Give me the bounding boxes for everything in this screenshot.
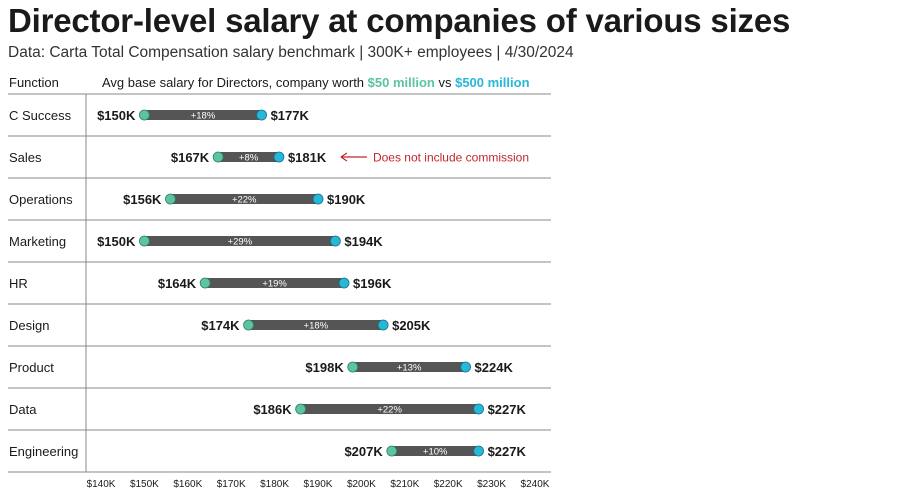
x-tick-label: $150K	[130, 479, 159, 489]
function-label: Data	[9, 402, 37, 417]
high-value-label: $177K	[271, 108, 310, 123]
high-value-label: $224K	[475, 360, 514, 375]
low-value-label: $167K	[171, 150, 210, 165]
high-value-label: $194K	[344, 234, 383, 249]
low-value-label: $150K	[97, 108, 136, 123]
low-point	[165, 193, 176, 205]
high-point	[473, 445, 484, 457]
high-value-label: $205K	[392, 318, 431, 333]
low-value-label: $186K	[253, 402, 292, 417]
annotation-text: Does not include commission	[373, 151, 529, 165]
dumbbell-bar	[218, 152, 279, 162]
function-label: C Success	[9, 108, 72, 123]
low-value-label: $174K	[201, 318, 240, 333]
change-label: +29%	[228, 237, 253, 248]
x-tick-label: $170K	[217, 479, 246, 489]
x-tick-label: $230K	[477, 479, 506, 489]
dumbbell-bar	[170, 194, 318, 204]
low-point	[243, 319, 254, 331]
high-point	[312, 193, 324, 205]
high-value-label: $190K	[327, 192, 366, 207]
low-value-label: $164K	[158, 276, 197, 291]
low-value-label: $207K	[344, 444, 383, 459]
legend-prefix: Avg base salary for Directors, company w…	[102, 75, 368, 90]
change-label: +22%	[232, 195, 257, 206]
high-value-label: $196K	[353, 276, 392, 291]
high-value-label: $181K	[288, 150, 327, 165]
low-value-label: $156K	[123, 192, 162, 207]
dumbbell-bar	[300, 404, 479, 414]
x-tick-label: $200K	[347, 479, 376, 489]
high-point	[338, 277, 350, 289]
annotation-arrow-head	[340, 152, 348, 162]
low-point	[199, 277, 211, 289]
low-point	[295, 403, 307, 415]
change-label: +8%	[239, 153, 259, 164]
x-tick-label: $160K	[173, 479, 202, 489]
x-tick-label: $240K	[521, 479, 550, 489]
x-tick-label: $180K	[260, 479, 289, 489]
change-label: +19%	[262, 279, 287, 290]
chart-subtitle: Data: Carta Total Compensation salary be…	[8, 44, 574, 61]
x-tick-label: $210K	[390, 479, 419, 489]
legend-series-a: $50 million	[368, 75, 435, 90]
change-label: +10%	[423, 447, 448, 458]
dumbbell-bar	[248, 320, 384, 330]
dumbbell-bar	[144, 110, 262, 120]
high-point	[256, 109, 267, 121]
dumbbell-bar	[144, 236, 336, 246]
low-point	[347, 361, 359, 373]
x-tick-label: $140K	[87, 479, 116, 489]
chart-title: Director-level salary at companies of va…	[8, 2, 791, 39]
dumbbell-bar	[352, 362, 466, 372]
high-point	[473, 403, 484, 415]
high-point	[377, 319, 389, 331]
low-point	[138, 109, 150, 121]
high-value-label: $227K	[488, 402, 527, 417]
change-label: +18%	[191, 111, 216, 122]
low-value-label: $198K	[305, 360, 344, 375]
function-label: Marketing	[9, 234, 66, 249]
legend-middle: vs	[435, 75, 455, 90]
high-value-label: $227K	[488, 444, 527, 459]
function-label: Design	[9, 318, 49, 333]
function-label: HR	[9, 276, 28, 291]
high-point	[329, 235, 341, 247]
low-point	[212, 151, 224, 163]
high-point	[273, 151, 285, 163]
legend-series-b: $500 million	[455, 75, 529, 90]
legend-text: Avg base salary for Directors, company w…	[102, 75, 530, 90]
function-label: Sales	[9, 150, 42, 165]
low-value-label: $150K	[97, 234, 136, 249]
low-point	[386, 445, 398, 457]
change-label: +22%	[377, 405, 402, 416]
change-label: +13%	[397, 363, 422, 374]
dumbbell-bar	[205, 278, 345, 288]
change-label: +18%	[304, 321, 329, 332]
x-tick-label: $220K	[434, 479, 463, 489]
function-column-header: Function	[9, 75, 59, 90]
dumbbell-bar	[391, 446, 479, 456]
x-tick-label: $190K	[304, 479, 333, 489]
function-label: Engineering	[9, 444, 78, 459]
high-point	[460, 361, 471, 373]
function-label: Product	[9, 360, 54, 375]
function-label: Operations	[9, 192, 73, 207]
low-point	[138, 235, 150, 247]
